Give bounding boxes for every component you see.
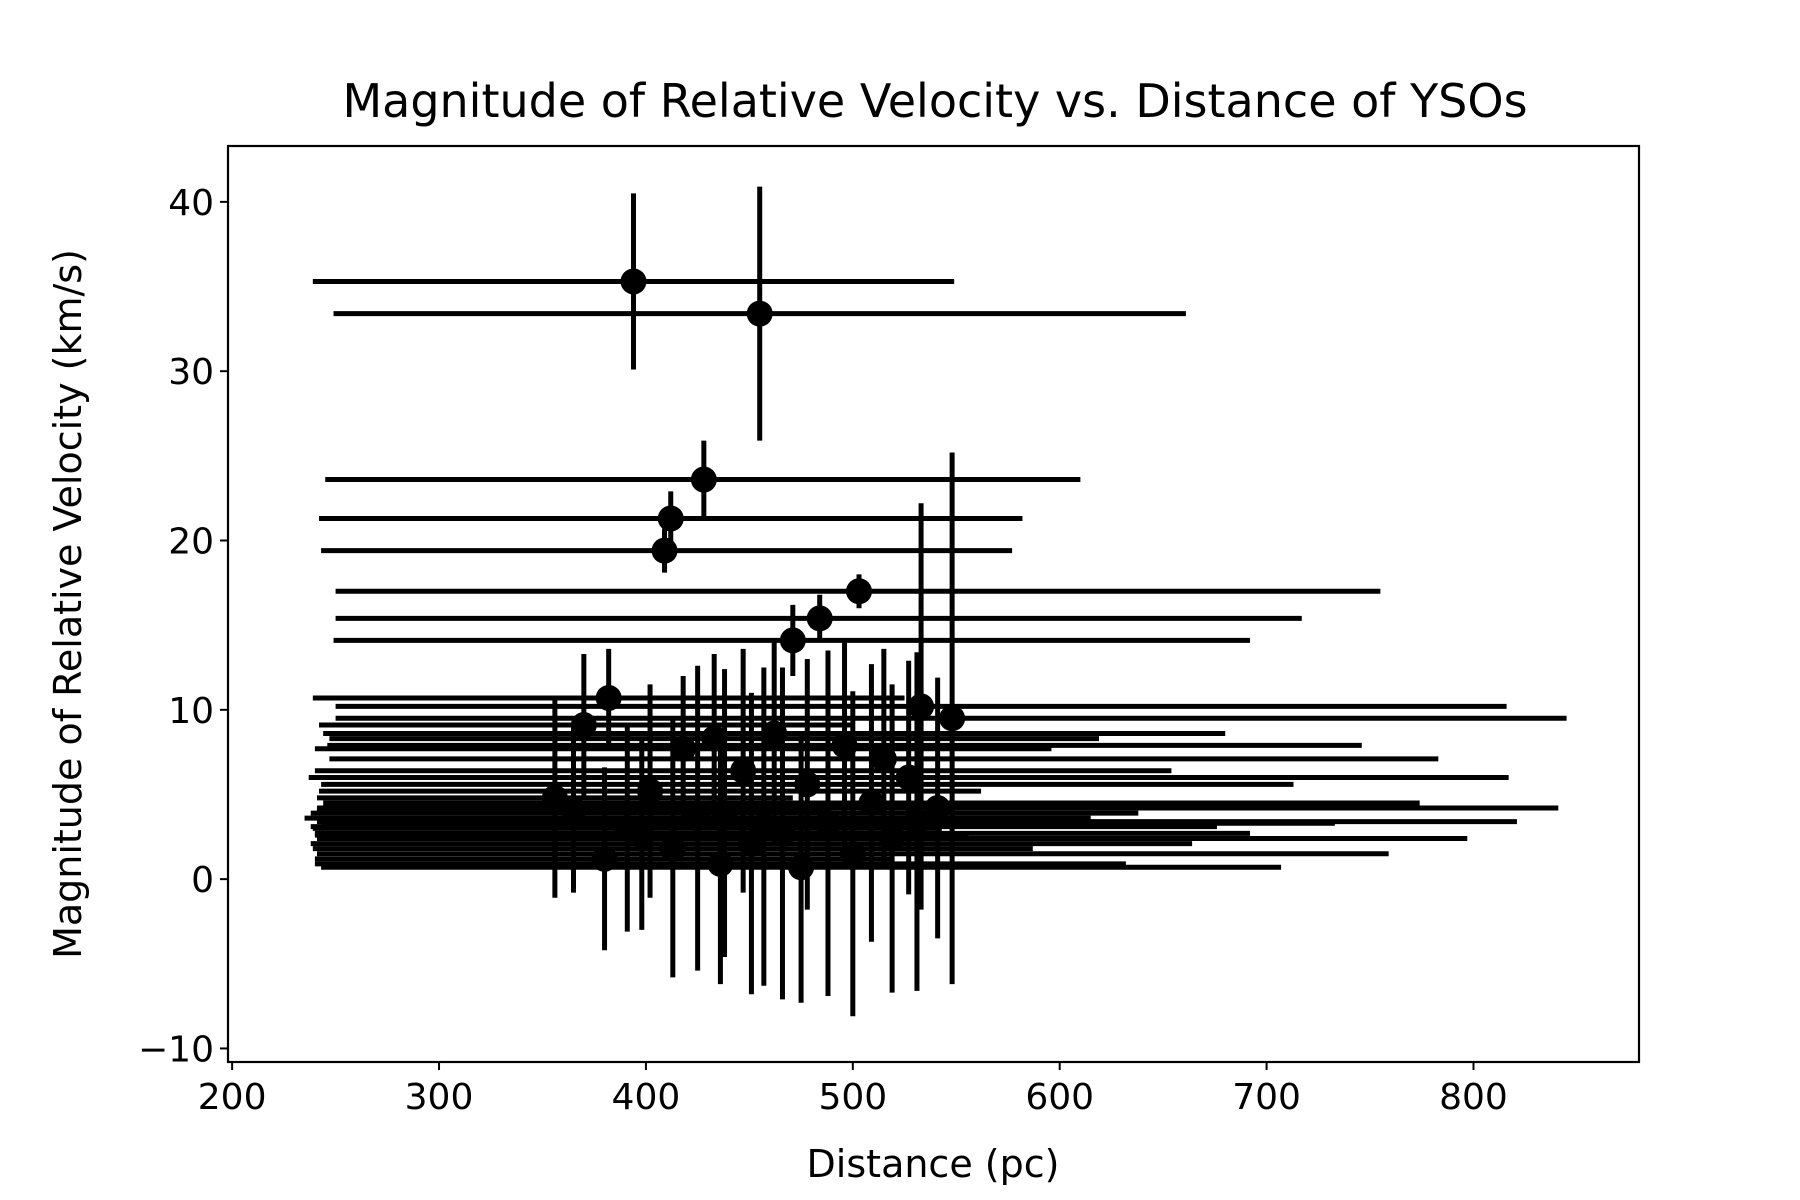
plot-frame — [226, 144, 1641, 1064]
y-tick-label: 10 — [168, 691, 214, 732]
data-point-group — [333, 186, 1186, 441]
data-point-group — [333, 604, 1251, 676]
y-tick-label: 30 — [168, 352, 214, 393]
data-point — [908, 693, 935, 720]
data-point-group — [335, 452, 1567, 985]
data-point-group — [316, 726, 831, 893]
y-tick-label: 20 — [168, 522, 214, 563]
y-axis-label: Magnitude of Relative Velocity (km/s) — [46, 249, 90, 959]
data-marks — [304, 186, 1567, 1017]
data-point-group — [310, 667, 1217, 986]
y-tick-label: 0 — [191, 860, 214, 901]
data-point-group — [321, 528, 1013, 573]
x-tick-label: 600 — [1025, 1077, 1094, 1118]
x-tick-label: 200 — [198, 1077, 267, 1118]
x-tick-label: 500 — [818, 1077, 887, 1118]
data-point — [939, 705, 966, 732]
data-point-group — [316, 652, 1517, 991]
data-point-group — [321, 731, 1282, 1003]
y-axis-ticks: −10 0 10 20 30 40 — [138, 183, 228, 1070]
data-point — [690, 466, 717, 493]
data-point-group — [314, 743, 1126, 985]
data-point — [620, 268, 647, 295]
x-axis-ticks: 200 300 400 500 600 700 800 — [198, 1062, 1508, 1118]
data-point-group — [335, 594, 1302, 643]
y-tick-label: −10 — [138, 1029, 214, 1070]
x-tick-label: 300 — [405, 1077, 474, 1118]
data-point — [746, 300, 773, 327]
data-point-group — [335, 574, 1381, 609]
data-point — [560, 796, 587, 823]
data-point-group — [304, 665, 1091, 971]
y-tick-label: 40 — [168, 183, 214, 224]
data-point — [806, 605, 833, 632]
chart-title: Magnitude of Relative Velocity vs. Dista… — [342, 74, 1527, 128]
data-point — [750, 813, 777, 840]
data-point — [788, 854, 815, 881]
x-tick-label: 800 — [1439, 1077, 1508, 1118]
x-tick-label: 400 — [612, 1077, 681, 1118]
data-point — [779, 627, 806, 654]
data-point-group — [310, 669, 1139, 958]
data-point-group — [325, 440, 1081, 519]
data-point — [651, 537, 678, 564]
data-point — [657, 505, 684, 532]
data-point — [670, 735, 697, 762]
data-point-group — [319, 491, 1023, 546]
data-point-group — [312, 193, 955, 370]
data-point — [846, 578, 873, 605]
x-tick-label: 700 — [1232, 1077, 1301, 1118]
data-point — [903, 808, 930, 835]
data-point — [707, 850, 734, 877]
data-point-group — [316, 684, 1468, 993]
x-axis-label: Distance (pc) — [807, 1142, 1060, 1186]
